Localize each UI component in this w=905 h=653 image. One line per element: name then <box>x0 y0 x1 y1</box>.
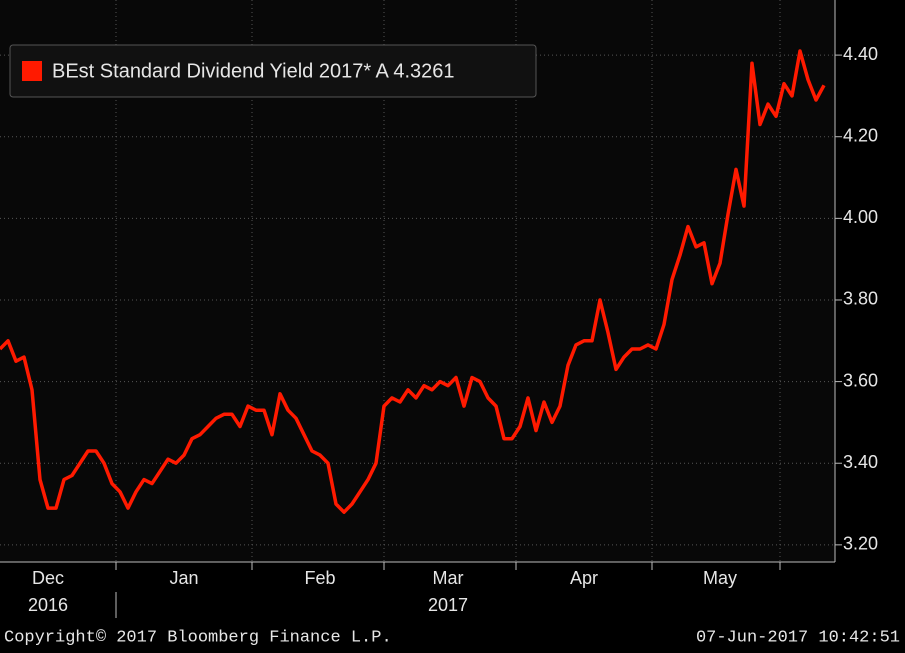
x-tick-label: Dec <box>32 568 64 588</box>
x-tick-label: Mar <box>433 568 464 588</box>
y-tick-label: 4.20 <box>843 125 878 145</box>
y-tick-label: 3.60 <box>843 370 878 390</box>
y-tick-label: 3.80 <box>843 289 878 309</box>
x-tick-label: Feb <box>304 568 335 588</box>
legend-label: BEst Standard Dividend Yield 2017* A 4.3… <box>52 60 455 82</box>
footer-timestamp: 07-Jun-2017 10:42:51 <box>696 628 900 647</box>
footer-copyright: Copyright© 2017 Bloomberg Finance L.P. <box>4 628 392 647</box>
year-label: 2016 <box>28 595 68 615</box>
legend-swatch <box>22 61 42 81</box>
x-tick-label: May <box>703 568 737 588</box>
year-label: 2017 <box>428 595 468 615</box>
legend-box <box>9 44 537 98</box>
x-tick-label: Apr <box>570 568 598 588</box>
y-tick-label: 4.40 <box>843 44 878 64</box>
x-tick-label: Jan <box>169 568 198 588</box>
y-tick-label: 3.40 <box>843 452 878 472</box>
y-tick-label: 4.00 <box>843 207 878 227</box>
y-tick-label: 3.20 <box>843 534 878 554</box>
line-series <box>0 49 826 514</box>
